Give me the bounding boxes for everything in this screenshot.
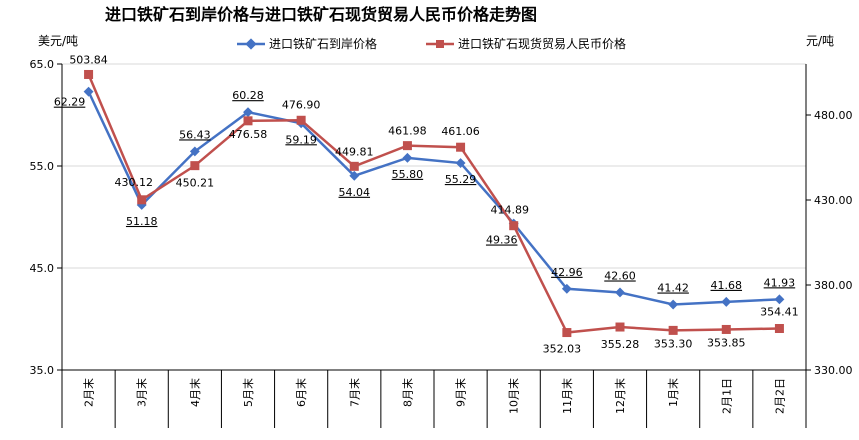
data-label-cif: 60.28 bbox=[232, 89, 264, 102]
data-label-cif: 54.04 bbox=[339, 186, 371, 199]
tick-labels: 35.0 45.0 55.0 65.0 330.00 380.00 430.00 480.00 bbox=[30, 58, 853, 377]
data-label-cif: 55.29 bbox=[445, 173, 477, 186]
data-point bbox=[774, 294, 785, 305]
gridlines bbox=[62, 63, 806, 269]
data-label-cif: 55.80 bbox=[392, 168, 424, 181]
data-label-rmb: 461.06 bbox=[441, 125, 480, 138]
category-label: 8月末 bbox=[400, 378, 414, 407]
data-label-rmb: 476.90 bbox=[282, 98, 321, 111]
series-line-1 bbox=[87, 73, 780, 334]
right-axis-tick-label: 480.00 bbox=[814, 109, 853, 122]
category-label: 11月末 bbox=[560, 378, 574, 414]
data-label-cif: 56.43 bbox=[179, 128, 211, 141]
category-label: 2月末 bbox=[82, 378, 96, 407]
data-label-cif: 49.36 bbox=[486, 234, 518, 247]
data-point bbox=[721, 296, 732, 307]
right-axis-unit: 元/吨 bbox=[806, 34, 834, 48]
category-label: 6月末 bbox=[294, 378, 308, 407]
category-labels: 2月末 3月末 4月末 5月末 6月末 7月末 8月末 9月末 10月末 11月末 12月末 1月末 2… bbox=[82, 378, 787, 414]
legend-marker-rmb bbox=[436, 40, 444, 48]
data-point bbox=[190, 161, 200, 171]
data-point bbox=[84, 69, 94, 79]
legend: 进口铁矿石到岸价格 进口铁矿石现货贸易人民币价格 bbox=[237, 36, 626, 51]
data-point bbox=[456, 142, 466, 152]
data-label-cif: 42.96 bbox=[551, 266, 583, 279]
left-axis-tick-label: 55.0 bbox=[30, 160, 55, 173]
data-label-cif: 59.19 bbox=[285, 133, 317, 146]
data-label-rmb: 354.41 bbox=[760, 306, 799, 319]
category-label: 3月末 bbox=[135, 378, 149, 407]
data-point bbox=[243, 107, 253, 118]
chart-title: 进口铁矿石到岸价格与进口铁矿石现货贸易人民币价格走势图 bbox=[105, 5, 537, 24]
data-label-rmb: 503.84 bbox=[69, 53, 108, 66]
legend-marker-cif bbox=[245, 38, 257, 50]
data-point bbox=[189, 146, 200, 157]
category-label: 7月末 bbox=[347, 378, 361, 407]
legend-label-rmb: 进口铁矿石现货贸易人民币价格 bbox=[458, 36, 626, 51]
series-group bbox=[83, 69, 785, 338]
data-label-rmb: 450.21 bbox=[176, 177, 215, 190]
left-axis-tick-label: 45.0 bbox=[30, 262, 55, 275]
right-axis-tick-label: 330.00 bbox=[814, 364, 853, 377]
data-point bbox=[402, 152, 413, 163]
data-point bbox=[509, 221, 519, 231]
data-label-cif: 62.29 bbox=[54, 96, 86, 109]
left-axis-tick-label: 35.0 bbox=[30, 364, 55, 377]
data-label-rmb: 355.28 bbox=[601, 338, 640, 351]
category-label: 4月末 bbox=[188, 378, 202, 407]
left-axis-tick-label: 65.0 bbox=[30, 58, 55, 71]
data-labels: 62.29 51.18 56.43 60.28 59.19 54.04 55.80 55.29… bbox=[54, 53, 799, 355]
data-label-rmb: 353.85 bbox=[707, 336, 746, 349]
category-label: 12月末 bbox=[613, 378, 627, 414]
data-point bbox=[774, 324, 784, 334]
category-label: 9月末 bbox=[454, 378, 468, 407]
data-label-rmb: 352.03 bbox=[543, 343, 582, 356]
data-point bbox=[137, 195, 147, 205]
left-axis-unit: 美元/吨 bbox=[38, 34, 78, 48]
data-point bbox=[615, 287, 625, 298]
category-label: 5月末 bbox=[241, 378, 255, 407]
data-label-rmb: 461.98 bbox=[388, 125, 427, 138]
data-point bbox=[562, 328, 572, 338]
data-point bbox=[615, 322, 625, 332]
data-point bbox=[349, 170, 360, 181]
data-label-cif: 41.68 bbox=[711, 279, 743, 292]
data-point bbox=[668, 325, 678, 335]
data-point bbox=[721, 324, 731, 334]
right-axis-tick-label: 430.00 bbox=[814, 194, 853, 207]
data-label-cif: 42.60 bbox=[604, 269, 636, 282]
data-label-cif: 41.93 bbox=[764, 276, 796, 289]
data-point bbox=[243, 116, 253, 126]
data-point bbox=[402, 141, 412, 151]
category-label: 1月末 bbox=[666, 378, 680, 407]
data-point bbox=[349, 161, 359, 171]
data-label-rmb: 414.89 bbox=[490, 204, 529, 217]
data-point bbox=[455, 158, 466, 168]
category-label: 2月2日 bbox=[773, 378, 786, 414]
category-label: 10月末 bbox=[507, 378, 521, 414]
data-label-rmb: 476.58 bbox=[229, 128, 268, 141]
data-label-cif: 41.42 bbox=[657, 282, 689, 295]
series-line-0 bbox=[87, 91, 780, 306]
data-label-rmb: 430.12 bbox=[114, 176, 153, 189]
data-point bbox=[561, 283, 572, 294]
data-point bbox=[668, 299, 679, 310]
data-point bbox=[296, 115, 306, 125]
data-point bbox=[83, 86, 94, 97]
data-label-cif: 51.18 bbox=[126, 215, 158, 228]
data-label-rmb: 449.81 bbox=[335, 145, 374, 158]
data-label-rmb: 353.30 bbox=[654, 337, 693, 350]
legend-label-cif: 进口铁矿石到岸价格 bbox=[269, 36, 377, 51]
right-axis-tick-label: 380.00 bbox=[814, 279, 853, 292]
category-label: 2月1日 bbox=[720, 378, 733, 414]
axes bbox=[61, 64, 807, 428]
